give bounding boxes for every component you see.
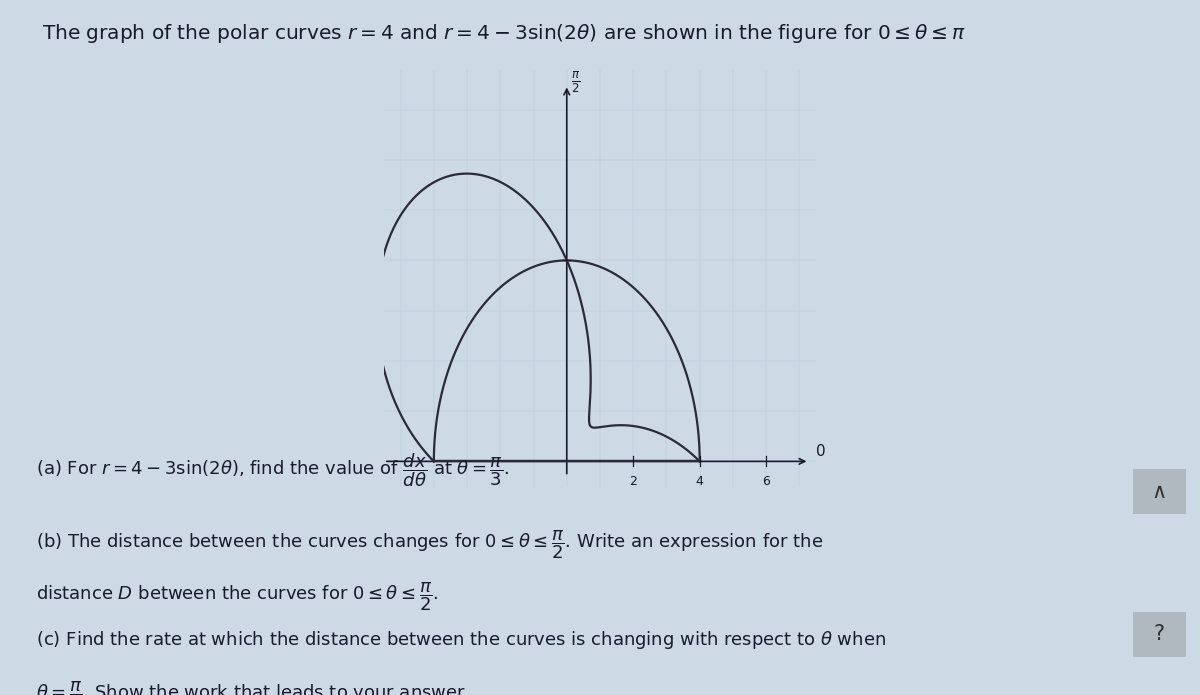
Text: 0: 0 [816, 444, 826, 459]
Text: $\frac{\pi}{2}$: $\frac{\pi}{2}$ [571, 70, 580, 95]
Text: (a) For $r=4-3\sin(2\theta)$, find the value of $\dfrac{dx}{d\theta}$ at $\theta: (a) For $r=4-3\sin(2\theta)$, find the v… [36, 452, 510, 489]
Text: (b) The distance between the curves changes for $0 \leq \theta \leq \dfrac{\pi}{: (b) The distance between the curves chan… [36, 528, 823, 561]
Text: (c) Find the rate at which the distance between the curves is changing with resp: (c) Find the rate at which the distance … [36, 629, 886, 651]
Text: distance $D$ between the curves for $0 \leq \theta \leq \dfrac{\pi}{2}$.: distance $D$ between the curves for $0 \… [36, 580, 438, 613]
Text: ∧: ∧ [1152, 482, 1166, 502]
Text: The graph of the polar curves $r=4$ and $r=4-3\sin(2\theta)$ are shown in the fi: The graph of the polar curves $r=4$ and … [42, 22, 966, 45]
Text: 2: 2 [629, 475, 637, 489]
Text: 6: 6 [762, 475, 770, 489]
Text: 4: 4 [696, 475, 703, 489]
Text: ?: ? [1153, 624, 1165, 644]
Text: $\theta = \dfrac{\pi}{6}$. Show the work that leads to your answer.: $\theta = \dfrac{\pi}{6}$. Show the work… [36, 680, 469, 695]
